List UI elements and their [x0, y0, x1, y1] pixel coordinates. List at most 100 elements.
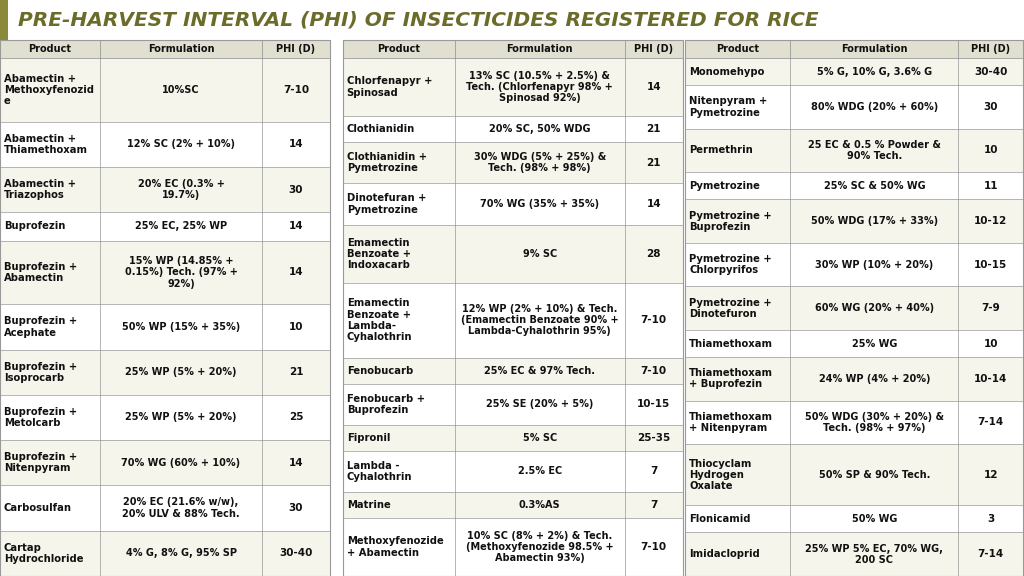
Bar: [685, 286, 1023, 330]
Text: 7: 7: [650, 500, 657, 510]
Text: 7-10: 7-10: [641, 315, 667, 325]
Bar: [685, 444, 1023, 505]
Text: 0.3%AS: 0.3%AS: [519, 500, 560, 510]
Text: 7-9: 7-9: [981, 303, 1000, 313]
Text: Thiamethoxam: Thiamethoxam: [689, 339, 773, 348]
Text: 7-10: 7-10: [641, 366, 667, 376]
Text: 14: 14: [289, 458, 303, 468]
Text: 25: 25: [289, 412, 303, 422]
Text: 5% SC: 5% SC: [522, 433, 557, 443]
Text: 10-15: 10-15: [974, 260, 1008, 270]
Bar: [343, 450, 683, 492]
Text: Cartap
Hydrochloride: Cartap Hydrochloride: [4, 543, 84, 564]
Text: 25% SE (20% + 5%): 25% SE (20% + 5%): [486, 399, 593, 409]
Bar: [685, 85, 1023, 128]
Text: 50% WP (15% + 35%): 50% WP (15% + 35%): [122, 322, 240, 332]
Text: 20% SC, 50% WDG: 20% SC, 50% WDG: [488, 124, 591, 134]
Text: Emamectin
Benzoate +
Indoxacarb: Emamectin Benzoate + Indoxacarb: [347, 237, 411, 270]
Bar: [343, 142, 683, 183]
Text: Product: Product: [717, 44, 760, 54]
Text: Emamectin
Benzoate +
Lambda-
Cyhalothrin: Emamectin Benzoate + Lambda- Cyhalothrin: [347, 298, 413, 342]
Text: 9% SC: 9% SC: [522, 249, 557, 259]
Bar: [685, 330, 1023, 357]
Text: Fipronil: Fipronil: [347, 433, 390, 443]
Text: 10% SC (8% + 2%) & Tech.
(Methoxyfenozide 98.5% +
Abamectin 93%): 10% SC (8% + 2%) & Tech. (Methoxyfenozid…: [466, 530, 613, 563]
Text: Pymetrozine +
Chlorpyrifos: Pymetrozine + Chlorpyrifos: [689, 254, 772, 275]
Text: Fenobucarb +
Buprofezin: Fenobucarb + Buprofezin: [347, 393, 425, 415]
Text: 12% SC (2% + 10%): 12% SC (2% + 10%): [127, 139, 234, 149]
Text: Buprofezin +
Nitenpyram: Buprofezin + Nitenpyram: [4, 452, 77, 473]
Bar: [685, 58, 1023, 85]
Text: Pymetrozine +
Buprofezin: Pymetrozine + Buprofezin: [689, 211, 772, 232]
Text: Abamectin +
Triazophos: Abamectin + Triazophos: [4, 179, 76, 200]
Text: 30: 30: [289, 503, 303, 513]
Bar: [685, 401, 1023, 444]
Bar: [343, 225, 683, 283]
Bar: [343, 384, 683, 425]
Bar: [685, 40, 1023, 58]
Bar: [343, 58, 683, 116]
Text: Permethrin: Permethrin: [689, 146, 753, 156]
Bar: [343, 40, 683, 58]
Text: Pymetrozine: Pymetrozine: [689, 181, 760, 191]
Bar: [0, 213, 330, 241]
Text: Thiamethoxam
+ Buprofezin: Thiamethoxam + Buprofezin: [689, 368, 773, 389]
Bar: [685, 40, 1023, 576]
Text: 10: 10: [984, 146, 998, 156]
Text: PHI (D): PHI (D): [972, 44, 1011, 54]
Text: 4% G, 8% G, 95% SP: 4% G, 8% G, 95% SP: [126, 548, 237, 558]
Text: 14: 14: [646, 199, 660, 209]
Text: Product: Product: [377, 44, 420, 54]
Text: Thiocyclam
Hydrogen
Oxalate: Thiocyclam Hydrogen Oxalate: [689, 458, 753, 491]
Text: 20% EC (0.3% +
19.7%): 20% EC (0.3% + 19.7%): [137, 179, 224, 200]
Text: Dinotefuran +
Pymetrozine: Dinotefuran + Pymetrozine: [347, 194, 426, 215]
Text: 10%SC: 10%SC: [162, 85, 200, 95]
Text: 3: 3: [987, 514, 994, 524]
Bar: [0, 40, 330, 58]
Text: Monomehypo: Monomehypo: [689, 67, 765, 77]
Text: 25% WP (5% + 20%): 25% WP (5% + 20%): [125, 367, 237, 377]
Text: Flonicamid: Flonicamid: [689, 514, 751, 524]
Text: Formulation: Formulation: [147, 44, 214, 54]
Text: 21: 21: [646, 158, 660, 168]
Bar: [0, 122, 330, 167]
Text: 25% WP 5% EC, 70% WG,
200 SC: 25% WP 5% EC, 70% WG, 200 SC: [806, 544, 943, 565]
Text: Pymetrozine +
Dinotefuron: Pymetrozine + Dinotefuron: [689, 298, 772, 319]
Text: 7-14: 7-14: [978, 550, 1004, 559]
Text: 30% WP (10% + 20%): 30% WP (10% + 20%): [815, 260, 934, 270]
Text: 28: 28: [646, 249, 660, 259]
Text: 7: 7: [650, 467, 657, 476]
Text: Fenobucarb: Fenobucarb: [347, 366, 413, 376]
Text: 30% WDG (5% + 25%) &
Tech. (98% + 98%): 30% WDG (5% + 25%) & Tech. (98% + 98%): [473, 152, 606, 173]
Bar: [0, 167, 330, 213]
Text: PRE-HARVEST INTERVAL (PHI) OF INSECTICIDES REGISTERED FOR RICE: PRE-HARVEST INTERVAL (PHI) OF INSECTICID…: [18, 10, 818, 29]
Bar: [343, 492, 683, 518]
Text: Abamectin +
Methoxyfenozid
e: Abamectin + Methoxyfenozid e: [4, 74, 94, 106]
Bar: [343, 358, 683, 384]
Text: 7-10: 7-10: [641, 542, 667, 552]
Text: 7-14: 7-14: [978, 418, 1004, 427]
Text: Methoxyfenozide
+ Abamectin: Methoxyfenozide + Abamectin: [347, 536, 443, 558]
Text: 2.5% EC: 2.5% EC: [517, 467, 562, 476]
Text: 10: 10: [984, 339, 998, 348]
Text: 30: 30: [289, 185, 303, 195]
Text: Thiamethoxam
+ Nitenpyram: Thiamethoxam + Nitenpyram: [689, 412, 773, 433]
Bar: [0, 58, 330, 122]
Text: Chlorfenapyr +
Spinosad: Chlorfenapyr + Spinosad: [347, 77, 432, 98]
Text: 13% SC (10.5% + 2.5%) &
Tech. (Chlorfenapyr 98% +
Spinosad 92%): 13% SC (10.5% + 2.5%) & Tech. (Chlorfena…: [466, 71, 613, 103]
Text: 50% SP & 90% Tech.: 50% SP & 90% Tech.: [818, 469, 930, 480]
Text: 7-10: 7-10: [283, 85, 309, 95]
Text: Formulation: Formulation: [841, 44, 907, 54]
Bar: [0, 440, 330, 486]
Text: 80% WDG (20% + 60%): 80% WDG (20% + 60%): [811, 102, 938, 112]
Text: Abamectin +
Thiamethoxam: Abamectin + Thiamethoxam: [4, 134, 88, 155]
Text: 10: 10: [289, 322, 303, 332]
Bar: [343, 283, 683, 358]
Bar: [0, 395, 330, 440]
Text: 12: 12: [984, 469, 998, 480]
Text: 21: 21: [289, 367, 303, 377]
Text: 25 EC & 0.5 % Powder &
90% Tech.: 25 EC & 0.5 % Powder & 90% Tech.: [808, 140, 941, 161]
Text: 30-40: 30-40: [280, 548, 312, 558]
Text: 25% WG: 25% WG: [852, 339, 897, 348]
Text: PHI (D): PHI (D): [634, 44, 673, 54]
